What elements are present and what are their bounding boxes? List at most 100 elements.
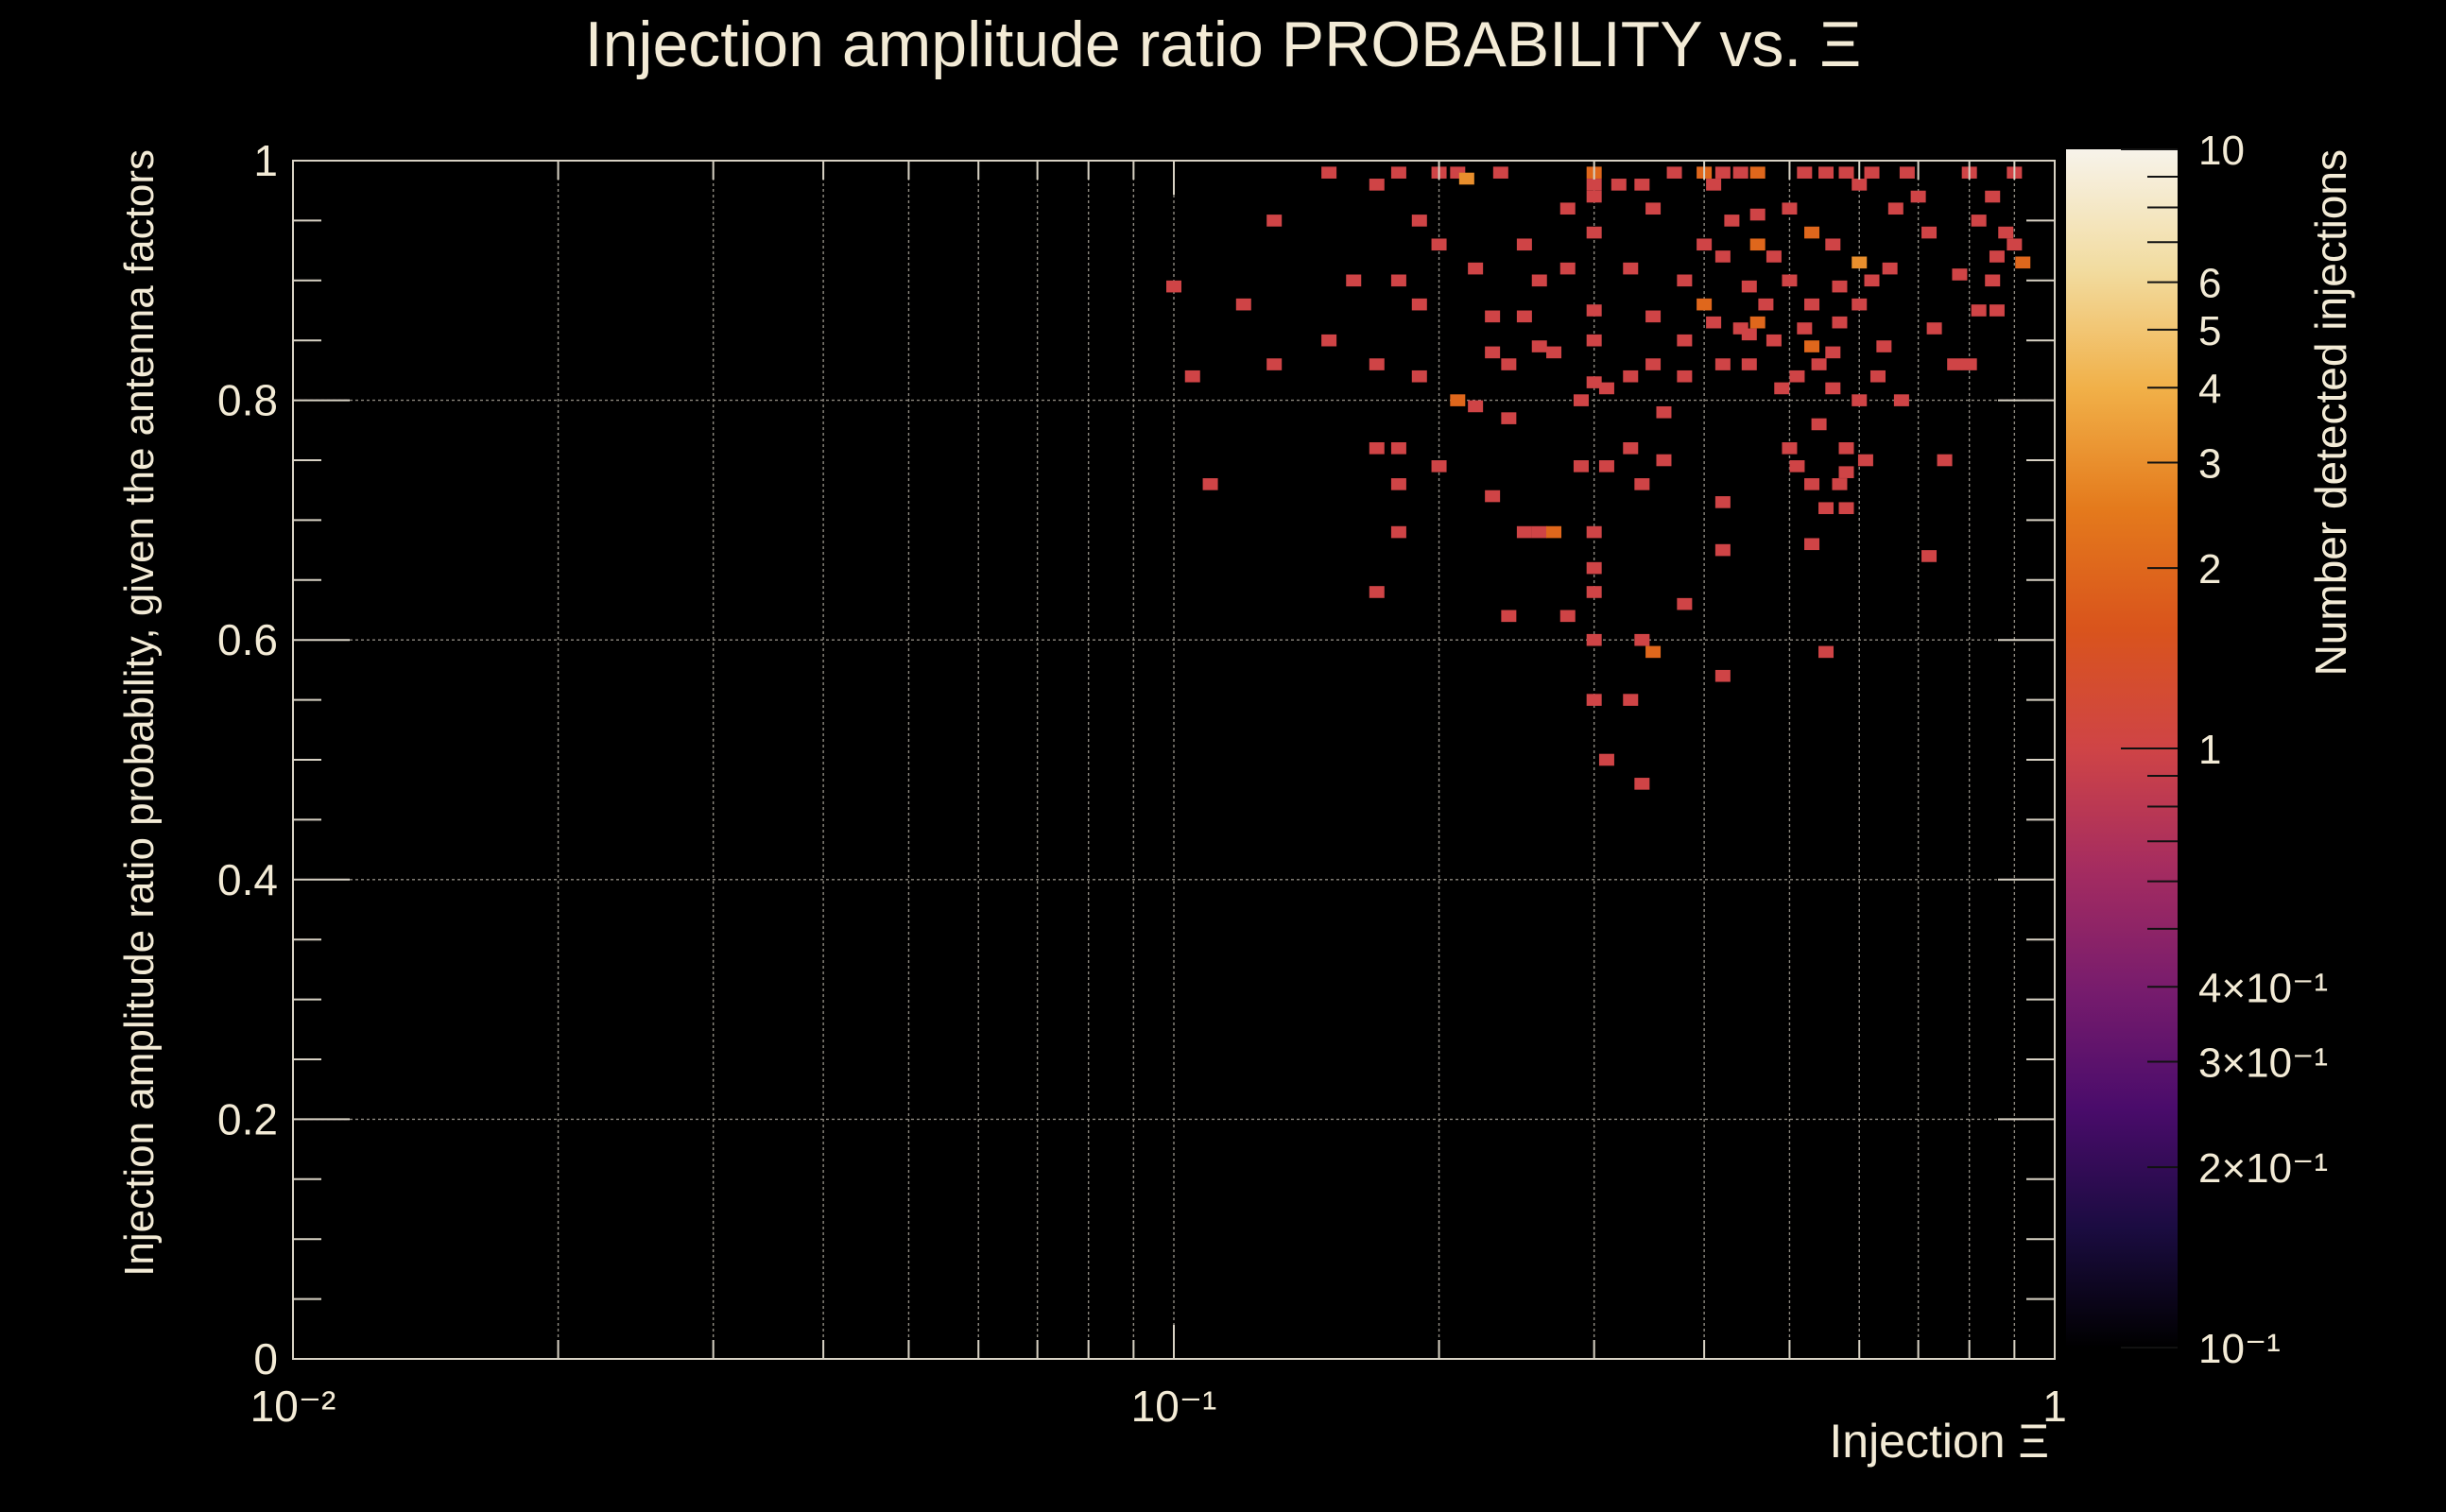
color-scale-tick-label: 6 bbox=[2198, 261, 2221, 307]
heatmap-cell bbox=[1516, 238, 1532, 251]
color-scale-tick-label: 5 bbox=[2198, 308, 2221, 354]
color-scale-tick-label: 10⁻¹ bbox=[2198, 1326, 2281, 1372]
color-scale-tick-label: 2 bbox=[2198, 546, 2221, 593]
heatmap-cell bbox=[1468, 262, 1484, 275]
heatmap-cell bbox=[1485, 490, 1501, 503]
heatmap-cell bbox=[1573, 460, 1589, 472]
heatmap-cell bbox=[1390, 274, 1406, 287]
heatmap-cell bbox=[1818, 166, 1834, 179]
heatmap-cell bbox=[1166, 280, 1181, 293]
heatmap-cell bbox=[1998, 226, 2014, 239]
heatmap-cell bbox=[1706, 316, 1722, 329]
heatmap-cell bbox=[1818, 502, 1834, 515]
color-scale-tick-label: 4 bbox=[2198, 366, 2221, 412]
heatmap-cell bbox=[1971, 304, 1987, 317]
heatmap-cell bbox=[1838, 442, 1854, 455]
heatmap-cell bbox=[1492, 166, 1508, 179]
heatmap-cell bbox=[1789, 369, 1805, 383]
color-scale-tick-label: 3×10⁻¹ bbox=[2198, 1040, 2328, 1087]
heatmap-cell bbox=[1369, 179, 1385, 191]
heatmap-cell bbox=[1677, 274, 1693, 287]
heatmap-cell bbox=[1825, 238, 1841, 251]
heatmap-cell bbox=[1758, 298, 1774, 311]
heatmap-cell bbox=[1852, 394, 1868, 406]
heatmap-cell bbox=[1656, 405, 1672, 419]
heatmap-cell bbox=[1666, 166, 1682, 179]
heatmap-cell bbox=[1724, 215, 1740, 227]
heatmap-cell bbox=[1235, 298, 1251, 311]
plot-background bbox=[293, 161, 2055, 1359]
heatmap-cell bbox=[1390, 525, 1406, 539]
heatmap-cell bbox=[1468, 400, 1484, 413]
heatmap-cell bbox=[1818, 645, 1834, 659]
heatmap-cell bbox=[1893, 394, 1909, 406]
heatmap-cell bbox=[1645, 645, 1662, 659]
heatmap-cell bbox=[1202, 478, 1218, 490]
heatmap-cell bbox=[1485, 346, 1501, 359]
heatmap-cell bbox=[1789, 460, 1805, 472]
heatmap-cell bbox=[1714, 250, 1731, 263]
heatmap-cell bbox=[1411, 369, 1427, 383]
heatmap-cell bbox=[1749, 238, 1766, 251]
chart-title: Injection amplitude ratio PROBABILITY vs… bbox=[585, 9, 1862, 80]
heatmap-cell bbox=[1697, 298, 1713, 311]
heatmap-cell bbox=[1559, 202, 1576, 215]
heatmap-cell bbox=[1971, 215, 1987, 227]
heatmap-cell bbox=[1458, 172, 1474, 185]
heatmap-cell bbox=[1586, 190, 1602, 203]
heatmap-cell bbox=[1852, 256, 1868, 269]
heatmap-cell bbox=[1852, 179, 1868, 191]
heatmap-cell bbox=[1531, 525, 1547, 539]
heatmap-cell bbox=[1634, 633, 1650, 646]
heatmap-cell bbox=[1431, 238, 1447, 251]
heatmap-cell bbox=[1864, 166, 1880, 179]
heatmap-cell bbox=[1623, 694, 1639, 706]
heatmap-cell bbox=[1677, 597, 1693, 610]
heatmap-cells bbox=[1166, 166, 2031, 790]
heatmap-cell bbox=[1623, 369, 1639, 383]
heatmap-cell bbox=[1825, 346, 1841, 359]
heatmap-cell bbox=[1586, 633, 1602, 646]
heatmap-cell bbox=[1546, 525, 1562, 539]
x-tick-label: 1 bbox=[2042, 1382, 2067, 1431]
heatmap-cell bbox=[1782, 202, 1798, 215]
heatmap-cell bbox=[1501, 610, 1517, 623]
heatmap-cell bbox=[1797, 166, 1813, 179]
heatmap-cell bbox=[1546, 346, 1562, 359]
heatmap-cell bbox=[1838, 502, 1854, 515]
heatmap-cell bbox=[1634, 478, 1650, 490]
heatmap-cell bbox=[1797, 322, 1813, 335]
color-scale-tick-label: 1 bbox=[2198, 727, 2221, 773]
heatmap-cell bbox=[2015, 256, 2031, 269]
heatmap-cell bbox=[1598, 460, 1614, 472]
heatmap-cell bbox=[1634, 778, 1650, 790]
x-axis-label: Injection Ξ bbox=[1829, 1415, 2049, 1468]
heatmap-cell bbox=[1852, 298, 1868, 311]
heatmap-cell bbox=[1921, 550, 1938, 562]
heatmap-cell bbox=[1838, 466, 1854, 478]
heatmap-cell bbox=[1766, 250, 1782, 263]
heatmap-cell bbox=[1369, 586, 1385, 598]
heatmap-cell bbox=[1887, 202, 1903, 215]
axes: 10⁻² 10⁻¹ 1 0 0.2 0.4 0.6 0.8 1 bbox=[217, 136, 2067, 1431]
heatmap-cell bbox=[1714, 358, 1731, 370]
heatmap-cell bbox=[1321, 166, 1337, 179]
heatmap-cell bbox=[1611, 179, 1627, 191]
heatmap-cell bbox=[1804, 478, 1820, 490]
heatmap-cell bbox=[1411, 298, 1427, 311]
heatmap-cell bbox=[1741, 328, 1757, 341]
heatmap-cell bbox=[1411, 215, 1427, 227]
x-tick-label: 10⁻¹ bbox=[1131, 1382, 1217, 1431]
heatmap-cell bbox=[1706, 179, 1722, 191]
heatmap-cell bbox=[1749, 166, 1766, 179]
y-axis-label: Injection amplitude ratio probability, g… bbox=[116, 149, 163, 1277]
heatmap-cell bbox=[1882, 262, 1898, 275]
y-tick-label: 0.6 bbox=[217, 615, 278, 664]
heatmap-cell bbox=[1741, 280, 1757, 293]
heatmap-cell bbox=[1450, 394, 1466, 406]
heatmap-cell bbox=[1586, 525, 1602, 539]
heatmap-cell bbox=[1559, 262, 1576, 275]
heatmap-cell bbox=[1714, 166, 1731, 179]
heatmap-cell bbox=[1431, 460, 1447, 472]
